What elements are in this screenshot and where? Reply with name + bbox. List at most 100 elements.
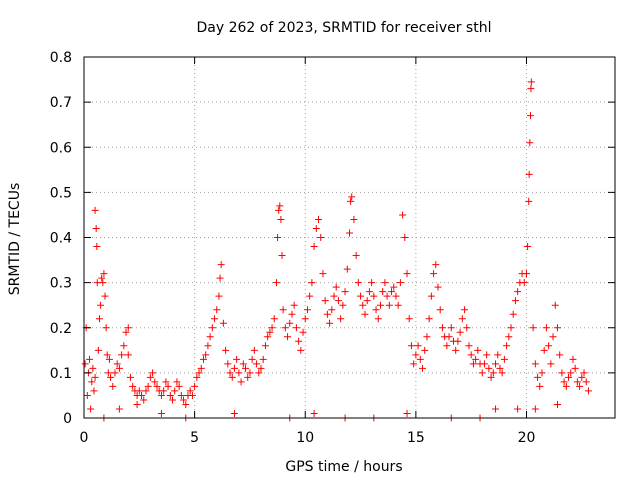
data-point: [474, 346, 482, 354]
y-tick-label: 0.6: [50, 140, 72, 156]
data-point: [292, 324, 300, 332]
data-point: [582, 378, 590, 386]
data-point: [483, 351, 491, 359]
data-point: [542, 324, 550, 332]
data-point: [306, 292, 314, 300]
data-point: [197, 364, 205, 372]
data-point: [175, 382, 183, 390]
data-point: [270, 315, 278, 323]
data-point: [334, 297, 342, 305]
data-point: [83, 391, 91, 399]
data-point: [113, 360, 121, 368]
data-point: [90, 387, 98, 395]
data-point: [308, 279, 316, 287]
data-point: [584, 387, 592, 395]
data-point: [480, 360, 488, 368]
data-point: [414, 342, 422, 350]
data-point: [347, 197, 355, 205]
data-point: [89, 364, 97, 372]
axis-ticks: [83, 56, 615, 419]
data-point: [503, 342, 511, 350]
data-point: [87, 405, 95, 413]
data-point: [337, 315, 345, 323]
data-point: [547, 360, 555, 368]
data-point: [323, 310, 331, 318]
data-point: [135, 387, 143, 395]
x-tick-labels: 0 5 10 15 20: [80, 430, 536, 446]
data-point: [97, 301, 105, 309]
data-point: [182, 400, 190, 408]
data-point: [363, 297, 371, 305]
data-point: [390, 283, 398, 291]
data-point: [277, 215, 285, 223]
data-point: [452, 346, 460, 354]
data-point: [456, 328, 464, 336]
data-point: [208, 324, 216, 332]
data-point: [193, 373, 201, 381]
data-point: [142, 387, 150, 395]
data-point: [264, 333, 272, 341]
data-point: [376, 301, 384, 309]
data-point: [102, 324, 110, 332]
data-point: [401, 234, 409, 241]
data-point: [381, 279, 389, 287]
data-point: [115, 364, 123, 372]
data-point: [242, 364, 250, 372]
data-point: [91, 206, 99, 214]
data-point: [259, 355, 267, 363]
data-point: [454, 337, 462, 345]
data-point: [162, 378, 170, 386]
data-point: [255, 369, 263, 377]
data-point: [91, 373, 99, 381]
data-point: [352, 252, 360, 260]
y-tick-label: 0.8: [50, 50, 72, 66]
data-point: [580, 369, 588, 377]
data-point: [124, 351, 132, 359]
data-point: [407, 342, 415, 350]
data-point: [527, 78, 535, 86]
data-point: [526, 139, 534, 147]
y-axis-label: SRMTID / TECUs: [7, 183, 23, 296]
data-point: [124, 324, 132, 332]
data-point: [272, 279, 280, 287]
data-point: [149, 369, 157, 377]
data-point: [246, 369, 254, 377]
data-point: [164, 382, 172, 390]
data-point: [500, 355, 508, 363]
data-point: [379, 288, 387, 296]
data-point: [492, 360, 500, 368]
data-point: [278, 252, 286, 260]
data-point: [357, 292, 365, 300]
data-point: [494, 351, 502, 359]
data-point: [370, 292, 378, 300]
data-point: [399, 211, 407, 219]
data-point: [160, 387, 168, 395]
data-point: [558, 369, 566, 377]
data-point: [531, 360, 539, 368]
data-point: [219, 319, 227, 327]
data-point: [425, 315, 433, 323]
data-point: [177, 391, 185, 399]
data-point: [567, 369, 575, 377]
data-point: [115, 405, 123, 413]
data-point: [244, 373, 252, 381]
data-point: [359, 301, 367, 309]
data-point: [432, 261, 440, 269]
data-point: [211, 315, 219, 323]
data-point: [103, 351, 111, 359]
data-point: [576, 382, 584, 390]
data-point: [133, 400, 141, 408]
data-point: [374, 315, 382, 323]
data-point: [489, 369, 497, 377]
data-point: [312, 224, 320, 232]
data-point: [284, 333, 292, 341]
data-point: [206, 333, 214, 341]
x-tick-label: 20: [518, 430, 536, 446]
data-point: [573, 378, 581, 386]
data-point: [191, 382, 199, 390]
data-point: [188, 391, 196, 399]
data-point: [385, 301, 393, 309]
data-point: [281, 324, 289, 332]
data-point: [341, 288, 349, 296]
